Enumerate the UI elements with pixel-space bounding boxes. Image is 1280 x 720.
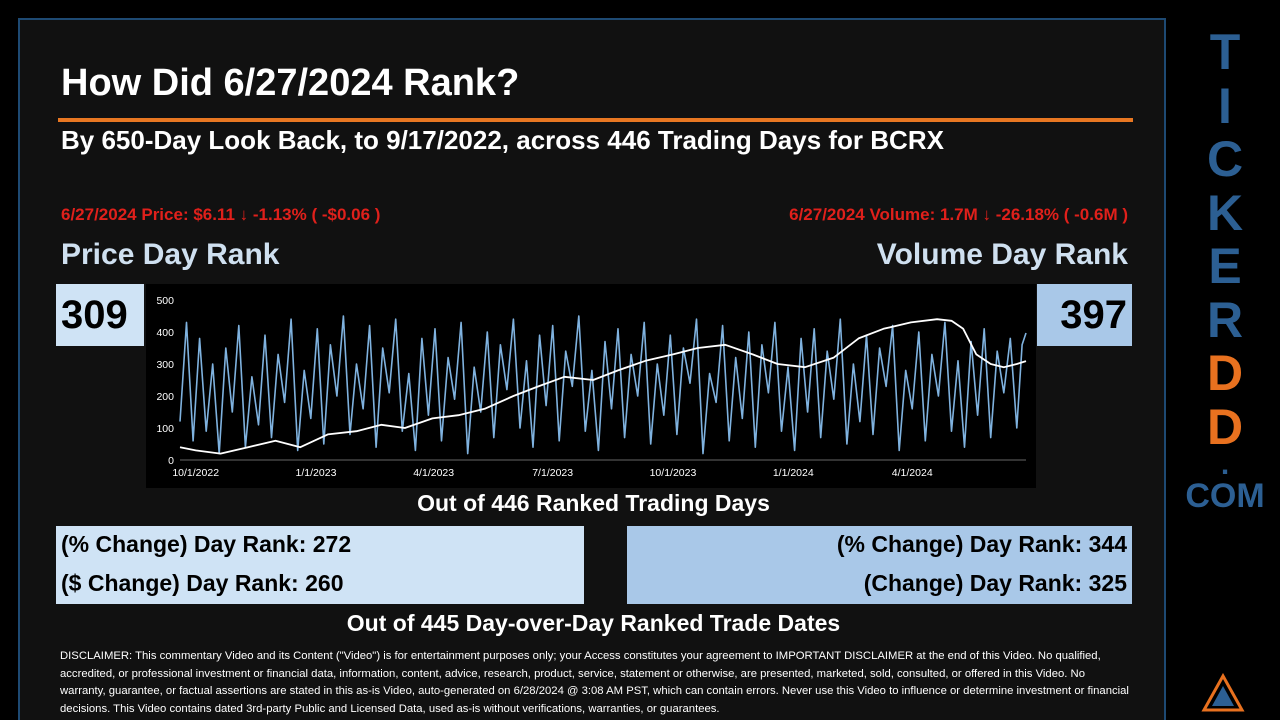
brand-dot: . bbox=[1220, 448, 1230, 481]
price-rank-series-line bbox=[179, 318, 1027, 455]
x-tick-label: 4/1/2023 bbox=[413, 467, 454, 479]
brand-letter: E bbox=[1208, 238, 1242, 294]
price-pct-change-rank: (% Change) Day Rank: 272 bbox=[61, 531, 352, 557]
x-tick-label: 4/1/2024 bbox=[892, 467, 933, 479]
x-tick-label: 10/1/2022 bbox=[172, 467, 219, 479]
price-dollar-change-rank: ($ Change) Day Rank: 260 bbox=[61, 570, 344, 596]
rank-chart-svg: 0 100 200 300 400 500 10/1/2022 1/1/2023 4/1/20… bbox=[156, 295, 1027, 479]
brand-com: COM bbox=[1185, 477, 1265, 515]
volume-rank-value: 397 bbox=[1037, 284, 1132, 346]
x-tick-label: 10/1/2023 bbox=[650, 467, 697, 479]
volume-change-rank: (Change) Day Rank: 325 bbox=[863, 570, 1127, 596]
disclaimer-text: DISCLAIMER: This commentary Video and it… bbox=[60, 650, 1129, 715]
price-stat: 6/27/2024 Price: $6.11 ↓ -1.13% ( -$0.06… bbox=[61, 205, 381, 224]
brand-letter: D bbox=[1206, 345, 1244, 401]
y-tick-label: 100 bbox=[156, 423, 174, 435]
x-axis: 10/1/2022 1/1/2023 4/1/2023 7/1/2023 10/1/20… bbox=[172, 459, 1026, 479]
warning-triangle-icon bbox=[1201, 673, 1245, 712]
brand-letter: R bbox=[1206, 291, 1244, 348]
y-tick-label: 400 bbox=[156, 327, 174, 339]
rank-chart: 0 100 200 300 400 500 10/1/2022 1/1/2023 4/1/20… bbox=[146, 284, 1036, 488]
y-tick-label: 500 bbox=[156, 295, 174, 307]
brand-letter: T bbox=[1209, 24, 1241, 80]
x-tick-label: 1/1/2024 bbox=[773, 467, 814, 479]
x-tick-label: 7/1/2023 bbox=[532, 467, 573, 479]
brand-logo: T I C K E R D D . COM bbox=[1180, 24, 1270, 516]
page-title: How Did 6/27/2024 Rank? bbox=[61, 62, 520, 104]
price-change-ranks: (% Change) Day Rank: 272 ($ Change) Day … bbox=[56, 526, 584, 604]
volume-pct-change-rank: (% Change) Day Rank: 344 bbox=[836, 531, 1127, 557]
brand-letter: I bbox=[1218, 77, 1232, 134]
volume-rank-label: Volume Day Rank bbox=[876, 238, 1128, 271]
brand-letter: K bbox=[1206, 184, 1244, 241]
y-tick-label: 300 bbox=[156, 359, 174, 371]
x-tick-label: 1/1/2023 bbox=[296, 467, 337, 479]
volume-rank-series-line bbox=[179, 315, 1027, 455]
price-rank-value: 309 bbox=[56, 284, 144, 346]
brand-letter: C bbox=[1206, 131, 1244, 187]
volume-stat: 6/27/2024 Volume: 1.7M ↓ -26.18% ( -0.6M… bbox=[789, 205, 1128, 224]
volume-change-ranks: (% Change) Day Rank: 344 (Change) Day Ra… bbox=[627, 526, 1132, 604]
title-divider bbox=[58, 118, 1133, 122]
y-tick-label: 200 bbox=[156, 391, 174, 403]
price-rank-label: Price Day Rank bbox=[61, 238, 280, 271]
ranked-dates-caption: Out of 445 Day-over-Day Ranked Trade Dat… bbox=[346, 610, 841, 636]
ranked-days-caption: Out of 446 Ranked Trading Days bbox=[417, 490, 770, 516]
brand-letter: D bbox=[1206, 398, 1244, 455]
page-subtitle: By 650-Day Look Back, to 9/17/2022, acro… bbox=[61, 125, 944, 155]
y-tick-label: 0 bbox=[168, 455, 174, 467]
y-axis: 0 100 200 300 400 500 bbox=[156, 295, 174, 467]
series-group bbox=[179, 315, 1027, 455]
